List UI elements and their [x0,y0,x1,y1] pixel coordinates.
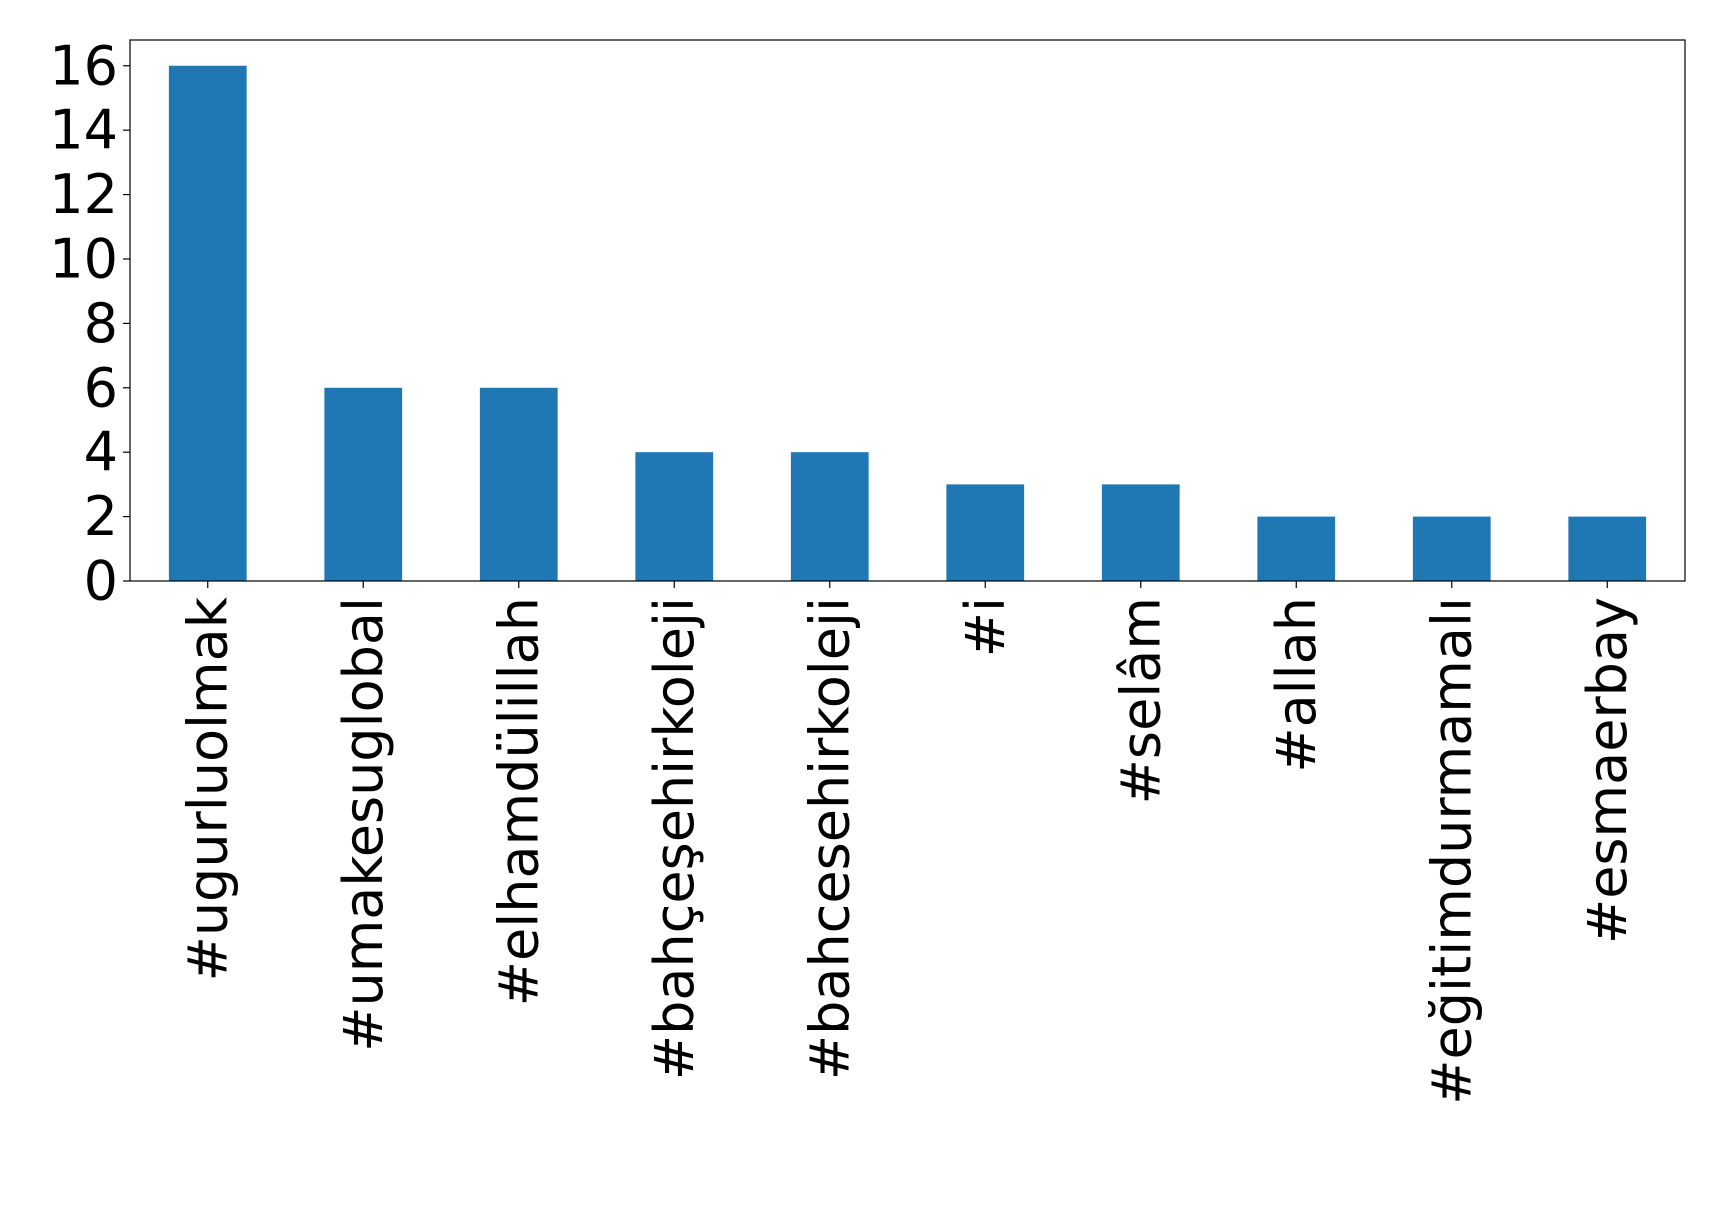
y-tick-label: 6 [84,356,118,419]
bar [1412,516,1491,581]
bar [1101,484,1180,581]
x-tick-label: #ugurluolmak [176,596,239,981]
x-tick-label: #allah [1265,597,1328,773]
y-tick-label: 14 [49,99,118,162]
x-tick-label: #esmaerbay [1576,597,1639,944]
bar [1568,516,1647,581]
x-tick-label: #bahcesehirkoleji [798,597,861,1080]
bars-group [168,65,1647,581]
x-tick-label: #umakesuglobal [332,597,395,1052]
x-axis-ticks: #ugurluolmak #umakesuglobal #elhamdülillah… [176,581,1639,1105]
x-tick-label: #i [954,597,1017,657]
x-tick-label: #selâm [1109,597,1172,804]
y-tick-label: 2 [84,485,118,548]
bar [790,452,869,581]
plot-frame [129,39,1686,582]
y-tick-label: 4 [84,421,118,484]
y-tick-label: 10 [49,227,118,290]
y-tick-label: 12 [49,163,118,226]
x-tick-label: #bahçeşehirkoleji [643,597,706,1080]
bar [479,387,558,581]
bar [946,484,1025,581]
y-tick-label: 8 [84,292,118,355]
bar [168,65,247,581]
x-tick-label: #elhamdülillah [487,597,550,1006]
y-tick-label: 16 [49,34,118,97]
x-tick-label: #eğitimdurmamalı [1420,597,1483,1105]
bar [1257,516,1336,581]
bar [324,387,403,581]
y-tick-label: 0 [84,550,118,613]
bar [635,452,714,581]
